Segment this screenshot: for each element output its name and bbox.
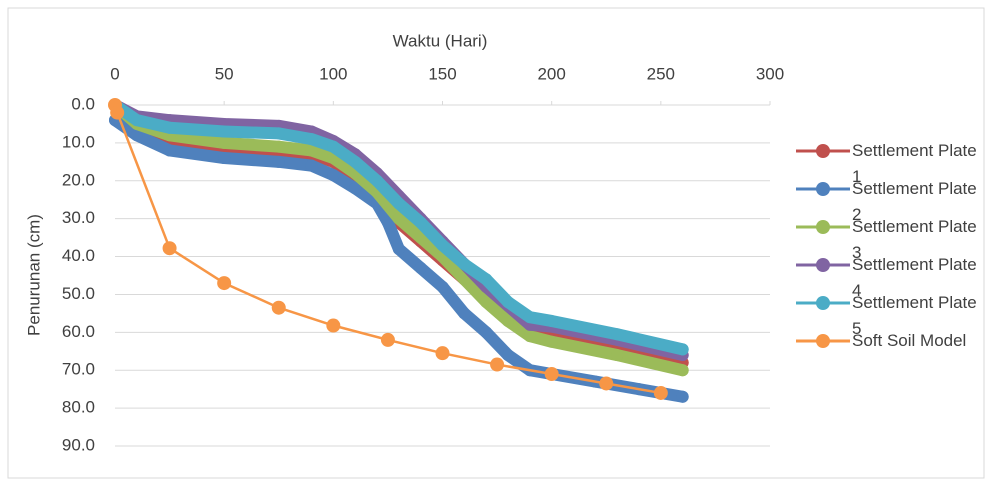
y-tick-label: 70.0: [62, 360, 95, 379]
data-point: [305, 159, 318, 172]
data-point: [480, 296, 493, 309]
legend-label: Settlement Plate 2: [852, 179, 977, 224]
data-point: [611, 349, 624, 362]
x-tick-label: 100: [319, 64, 347, 83]
y-tick-label: 10.0: [62, 132, 95, 151]
data-point: [371, 174, 383, 187]
legend-label: Settlement Plate 1: [852, 141, 977, 186]
y-tick-label: 50.0: [62, 284, 95, 303]
data-point: [163, 121, 176, 134]
data-point: [544, 367, 559, 382]
data-point: [523, 330, 536, 343]
data-point: [490, 357, 505, 372]
data-point: [305, 133, 318, 146]
chart-border: [7, 7, 985, 479]
data-point: [435, 346, 450, 361]
data-point: [545, 335, 558, 348]
legend-label: Settlement Plate 5: [852, 293, 977, 338]
legend-label: Settlement Plate 4: [852, 255, 977, 300]
data-point: [436, 239, 449, 252]
series: [108, 98, 668, 400]
data-point: [676, 343, 689, 356]
data-point: [326, 318, 341, 333]
data-point: [305, 144, 318, 157]
data-point: [110, 105, 125, 120]
data-point: [414, 216, 427, 229]
data-point: [392, 212, 405, 225]
data-point: [130, 129, 143, 142]
data-point: [458, 273, 471, 286]
data-point: [272, 155, 285, 168]
x-tick-label: 150: [428, 64, 456, 83]
x-tick-label: 50: [215, 64, 234, 83]
y-axis-title: Penurunan (cm): [24, 214, 43, 336]
y-tick-label: 40.0: [62, 246, 95, 265]
data-point: [392, 242, 405, 255]
x-tick-label: 0: [110, 64, 119, 83]
y-tick-label: 20.0: [62, 170, 95, 189]
x-tick-label: 300: [756, 64, 784, 83]
data-point: [502, 349, 514, 362]
x-axis-title: Waktu (Hari): [393, 31, 488, 50]
data-point: [349, 182, 362, 195]
data-point: [327, 169, 340, 182]
data-point: [414, 261, 427, 274]
legend-marker: [816, 296, 830, 310]
y-tick-label: 30.0: [62, 208, 95, 227]
data-point: [436, 280, 449, 293]
legend-label: Settlement Plate 3: [852, 217, 977, 262]
legend-label: Soft Soil Model: [852, 331, 967, 350]
data-point: [327, 140, 340, 153]
y-tick-label: 80.0: [62, 398, 95, 417]
data-point: [599, 376, 614, 391]
data-point: [349, 155, 362, 168]
data-point: [676, 390, 689, 403]
data-point: [523, 311, 536, 324]
data-point: [218, 152, 231, 165]
data-point: [480, 273, 493, 286]
data-point: [130, 114, 143, 127]
data-point: [218, 125, 231, 138]
data-point: [163, 144, 176, 157]
legend-marker: [816, 220, 830, 234]
y-tick-label: 0.0: [71, 94, 95, 113]
series: [109, 99, 689, 356]
legend-marker: [816, 144, 830, 158]
data-point: [392, 197, 405, 210]
data-point: [381, 216, 394, 229]
data-point: [218, 136, 231, 149]
data-point: [502, 296, 514, 309]
data-point: [414, 231, 427, 244]
x-tick-label: 200: [537, 64, 565, 83]
x-tick-label: 250: [647, 64, 675, 83]
y-tick-label: 60.0: [62, 322, 95, 341]
y-tick-label: 90.0: [62, 435, 95, 454]
data-point: [272, 140, 285, 153]
data-point: [502, 314, 514, 327]
legend-marker: [816, 258, 830, 272]
data-point: [458, 258, 471, 271]
data-point: [380, 332, 395, 347]
legend-marker: [816, 334, 830, 348]
data-point: [480, 326, 493, 339]
data-point: [676, 364, 689, 377]
data-point: [458, 307, 471, 320]
data-point: [272, 127, 285, 140]
data-point: [653, 385, 668, 400]
data-point: [217, 276, 232, 291]
data-point: [545, 314, 558, 327]
legend-marker: [816, 182, 830, 196]
data-point: [611, 328, 624, 341]
data-point: [271, 300, 286, 315]
data-point: [162, 241, 177, 256]
series-line: [113, 103, 663, 395]
